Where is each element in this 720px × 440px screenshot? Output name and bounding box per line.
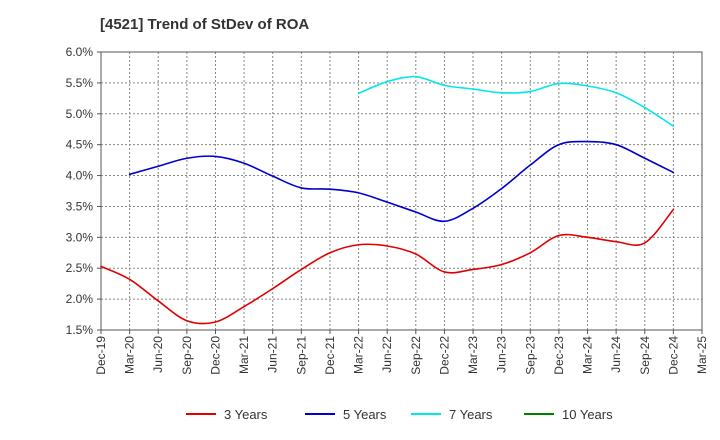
- x-tick-label: Mar-22: [352, 336, 366, 374]
- x-tick-label: Sep-20: [180, 336, 194, 375]
- plot-area: [101, 52, 702, 330]
- x-tick-label: Mar-25: [695, 336, 709, 374]
- series-line-3-years: [100, 208, 675, 325]
- y-tick-label: 3.5%: [66, 199, 94, 213]
- x-tick-label: Mar-24: [581, 336, 595, 374]
- x-tick-label: Dec-23: [552, 336, 566, 375]
- x-tick-label: Dec-24: [666, 336, 680, 375]
- x-tick-label: Jun-22: [380, 336, 394, 373]
- x-tick-label: Jun-20: [151, 336, 165, 373]
- legend-label-5-years: 5 Years: [343, 407, 387, 422]
- y-tick-label: 4.5%: [66, 138, 94, 152]
- series-line-5-years: [128, 140, 675, 223]
- x-tick-label: Dec-22: [437, 336, 451, 375]
- legend-label-10-years: 10 Years: [562, 407, 613, 422]
- x-tick-label: Dec-20: [208, 336, 222, 375]
- x-tick-label: Jun-23: [495, 336, 509, 373]
- plot-border: [100, 51, 703, 331]
- x-tick-label: Dec-21: [323, 336, 337, 375]
- y-tick-label: 6.0%: [66, 45, 94, 59]
- y-tick-label: 2.0%: [66, 292, 94, 306]
- x-tick-label: Jun-24: [609, 336, 623, 373]
- x-tick-label: Dec-19: [94, 336, 108, 375]
- legend-label-3-years: 3 Years: [224, 407, 268, 422]
- chart-title: [4521] Trend of StDev of ROA: [100, 16, 310, 33]
- y-tick-label: 3.0%: [66, 230, 94, 244]
- x-tick-label: Mar-23: [466, 336, 480, 374]
- y-tick-label: 2.5%: [66, 261, 94, 275]
- x-tick-label: Sep-21: [294, 336, 308, 375]
- x-tick-label: Sep-24: [638, 336, 652, 375]
- x-tick-label: Mar-20: [123, 336, 137, 374]
- series-line-7-years: [357, 75, 675, 127]
- legend-label-7-years: 7 Years: [449, 407, 493, 422]
- y-tick-label: 5.0%: [66, 107, 94, 121]
- y-tick-label: 1.5%: [66, 323, 94, 337]
- x-tick-label: Jun-21: [266, 336, 280, 373]
- x-tick-label: Sep-23: [523, 336, 537, 375]
- y-tick-label: 5.5%: [66, 76, 94, 90]
- x-tick-label: Mar-21: [237, 336, 251, 374]
- y-tick-label: 4.0%: [66, 169, 94, 183]
- x-tick-label: Sep-22: [409, 336, 423, 375]
